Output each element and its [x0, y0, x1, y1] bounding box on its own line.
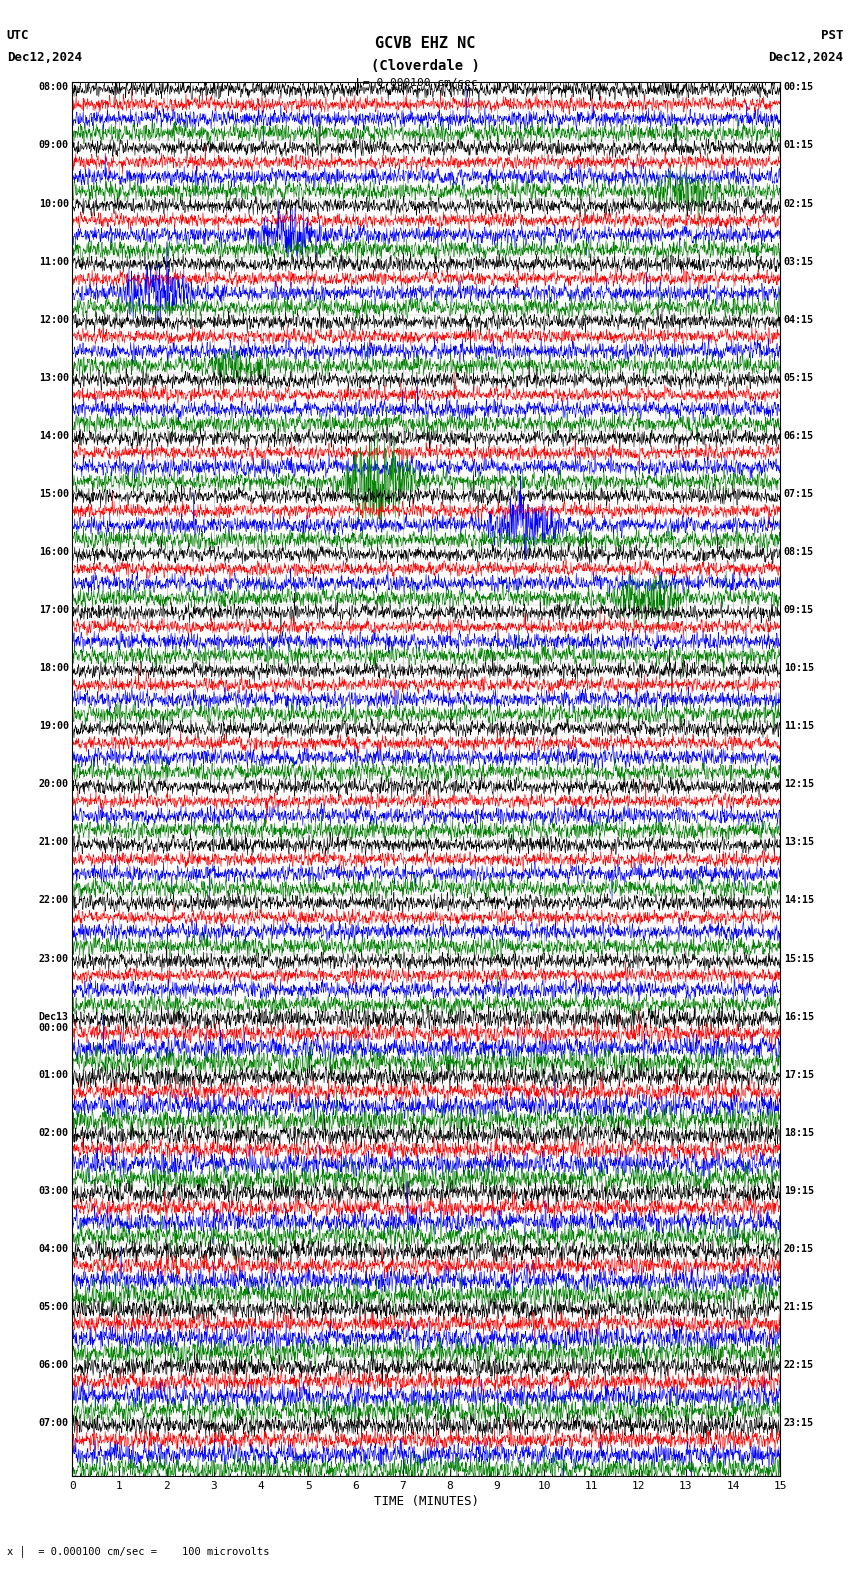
Text: 06:15: 06:15 — [784, 431, 813, 440]
Text: 06:00: 06:00 — [39, 1361, 69, 1370]
Text: 03:15: 03:15 — [784, 257, 813, 266]
Text: = 0.000100 cm/sec: = 0.000100 cm/sec — [363, 78, 478, 87]
Text: 19:15: 19:15 — [784, 1186, 813, 1196]
Text: 01:00: 01:00 — [39, 1069, 69, 1080]
Text: (Cloverdale ): (Cloverdale ) — [371, 59, 479, 73]
Text: 14:15: 14:15 — [784, 895, 813, 906]
Text: GCVB EHZ NC: GCVB EHZ NC — [375, 36, 475, 51]
Text: 20:15: 20:15 — [784, 1243, 813, 1255]
Text: 23:00: 23:00 — [39, 954, 69, 963]
Text: 22:00: 22:00 — [39, 895, 69, 906]
Text: 13:15: 13:15 — [784, 838, 813, 847]
X-axis label: TIME (MINUTES): TIME (MINUTES) — [374, 1495, 479, 1508]
Text: 12:15: 12:15 — [784, 779, 813, 789]
Text: 15:00: 15:00 — [39, 489, 69, 499]
Text: 05:15: 05:15 — [784, 372, 813, 383]
Text: 11:15: 11:15 — [784, 721, 813, 732]
Text: 08:00: 08:00 — [39, 82, 69, 92]
Text: 17:00: 17:00 — [39, 605, 69, 615]
Text: 21:00: 21:00 — [39, 838, 69, 847]
Text: UTC: UTC — [7, 29, 29, 41]
Text: 00:15: 00:15 — [784, 82, 813, 92]
Text: 17:15: 17:15 — [784, 1069, 813, 1080]
Text: │: │ — [353, 78, 362, 95]
Text: Dec13
00:00: Dec13 00:00 — [39, 1012, 69, 1033]
Text: 04:15: 04:15 — [784, 315, 813, 325]
Text: 03:00: 03:00 — [39, 1186, 69, 1196]
Text: 09:15: 09:15 — [784, 605, 813, 615]
Text: 18:15: 18:15 — [784, 1128, 813, 1137]
Text: 21:15: 21:15 — [784, 1302, 813, 1312]
Text: Dec12,2024: Dec12,2024 — [768, 51, 843, 63]
Text: 18:00: 18:00 — [39, 664, 69, 673]
Text: 12:00: 12:00 — [39, 315, 69, 325]
Text: 15:15: 15:15 — [784, 954, 813, 963]
Text: 16:15: 16:15 — [784, 1012, 813, 1022]
Text: 02:00: 02:00 — [39, 1128, 69, 1137]
Text: 07:00: 07:00 — [39, 1418, 69, 1429]
Text: 05:00: 05:00 — [39, 1302, 69, 1312]
Text: 19:00: 19:00 — [39, 721, 69, 732]
Text: 20:00: 20:00 — [39, 779, 69, 789]
Text: 22:15: 22:15 — [784, 1361, 813, 1370]
Text: 16:00: 16:00 — [39, 546, 69, 558]
Text: 23:15: 23:15 — [784, 1418, 813, 1429]
Text: 01:15: 01:15 — [784, 141, 813, 150]
Text: 08:15: 08:15 — [784, 546, 813, 558]
Text: 09:00: 09:00 — [39, 141, 69, 150]
Text: 14:00: 14:00 — [39, 431, 69, 440]
Text: 10:00: 10:00 — [39, 198, 69, 209]
Text: PST: PST — [821, 29, 843, 41]
Text: x │  = 0.000100 cm/sec =    100 microvolts: x │ = 0.000100 cm/sec = 100 microvolts — [7, 1546, 269, 1557]
Text: 04:00: 04:00 — [39, 1243, 69, 1255]
Text: 02:15: 02:15 — [784, 198, 813, 209]
Text: 07:15: 07:15 — [784, 489, 813, 499]
Text: 13:00: 13:00 — [39, 372, 69, 383]
Text: Dec12,2024: Dec12,2024 — [7, 51, 82, 63]
Text: 11:00: 11:00 — [39, 257, 69, 266]
Text: 10:15: 10:15 — [784, 664, 813, 673]
